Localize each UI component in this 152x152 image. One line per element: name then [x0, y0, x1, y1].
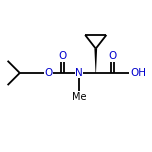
Text: Me: Me [72, 92, 86, 102]
Text: O: O [58, 51, 66, 61]
Polygon shape [94, 49, 97, 73]
Text: OH: OH [130, 68, 146, 78]
Text: O: O [108, 51, 117, 61]
Text: N: N [75, 68, 83, 78]
Text: O: O [45, 68, 53, 78]
